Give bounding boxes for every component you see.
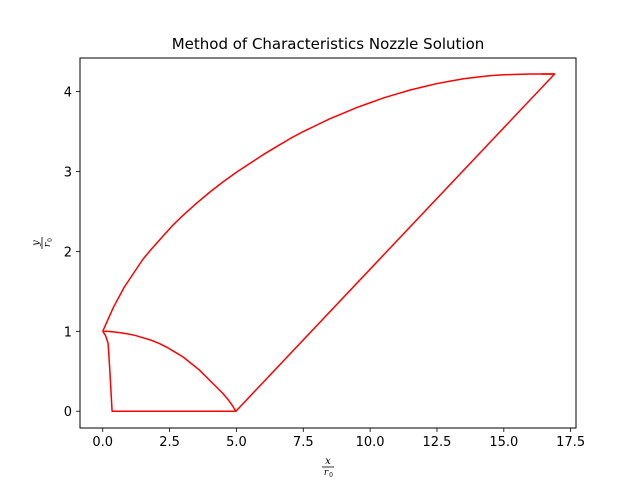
- x-tick-label: 17.5: [556, 435, 585, 450]
- x-axis-label: x r 0: [322, 456, 334, 479]
- series-line-0: [102, 330, 237, 412]
- y-axis-label-den: r: [43, 242, 53, 247]
- x-tick-label: 2.5: [159, 435, 180, 450]
- y-tick-label: 4: [64, 86, 72, 101]
- chart-title: Method of Characteristics Nozzle Solutio…: [172, 35, 485, 53]
- x-tick-label: 7.5: [293, 435, 314, 450]
- y-axis-label-num: y: [31, 240, 42, 247]
- series-line-2: [235, 73, 556, 412]
- y-axis-label-den-sub: 0: [47, 238, 54, 242]
- x-tick-label: 12.5: [422, 435, 451, 450]
- x-axis: 0.0 2.5 5.0 7.5 10.0 12.5 15.0 17.5: [92, 428, 585, 450]
- plot-frame: [79, 57, 577, 429]
- y-tick-label: 1: [64, 325, 72, 340]
- y-tick-label: 3: [64, 165, 72, 180]
- x-tick-label: 0.0: [92, 435, 113, 450]
- x-axis-label-den-sub: 0: [329, 472, 333, 479]
- x-tick-label: 10.0: [356, 435, 385, 450]
- y-axis-label: y r 0: [31, 237, 54, 249]
- y-axis: 0 1 2 3 4: [64, 86, 80, 420]
- x-axis-label-num: x: [325, 456, 331, 467]
- y-tick-label: 2: [64, 245, 72, 260]
- x-axis-label-den: r: [324, 468, 329, 478]
- y-tick-label: 0: [64, 405, 72, 420]
- x-tick-label: 5.0: [226, 435, 247, 450]
- series-line-1: [102, 73, 555, 332]
- x-tick-label: 15.0: [489, 435, 518, 450]
- plot-area: [102, 73, 556, 412]
